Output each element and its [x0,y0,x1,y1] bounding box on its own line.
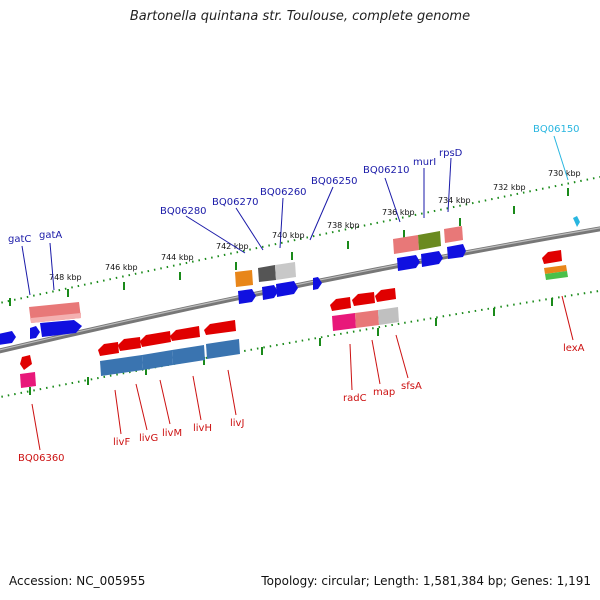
gene-block[interactable] [100,355,143,376]
gene-label: lexA [563,343,585,354]
gene-arrow[interactable] [447,244,466,259]
gene-arrow[interactable] [0,331,16,345]
genome-backbone [0,226,600,354]
gene-label: radC [343,393,367,404]
scale-label: 736 kbp [382,208,415,217]
gene-block[interactable] [235,270,253,287]
lower-leader-lines [31,295,574,451]
scale-label: 730 kbp [548,169,581,178]
gene-arrow[interactable] [573,216,580,227]
gene-arrow[interactable] [313,277,322,290]
gene-label: map [373,387,395,398]
scale-label: 740 kbp [272,231,305,240]
gene-label: sfsA [401,381,422,392]
upper-gene-labels[interactable]: gatC gatA BQ06280 BQ06270 BQ06260 BQ0625… [8,124,580,245]
lower-scale-ticks [29,298,553,395]
scale-label: 744 kbp [161,253,194,262]
gene-label: BQ06360 [18,453,65,464]
gene-label: gatC [8,234,31,245]
scale-label: 748 kbp [49,273,82,282]
gene-arrow[interactable] [40,320,82,337]
gene-arrow[interactable] [20,355,32,370]
scale-labels: 730 kbp 732 kbp 734 kbp 736 kbp 738 kbp … [49,169,581,282]
gene-block[interactable] [355,310,379,328]
scale-label: 738 kbp [327,221,360,230]
gene-label: murI [413,157,436,168]
gene-block[interactable] [31,313,81,323]
gene-arrow[interactable] [397,255,420,271]
lower-scale-track [0,289,600,399]
gene-arrow[interactable] [542,250,562,264]
gene-arrow[interactable] [140,331,171,347]
gene-block[interactable] [142,350,173,370]
accession-text: Accession: NC_005955 [9,574,146,588]
gene-arrow[interactable] [238,289,256,304]
gene-arrow[interactable] [421,251,443,267]
lower-gene-labels[interactable]: BQ06360 livF livG livM livH livJ radC ma… [18,343,585,464]
scale-label: 734 kbp [438,196,471,205]
gene-block[interactable] [418,231,441,250]
gene-block[interactable] [206,339,240,359]
gene-label: livH [193,423,212,434]
gene-label: livM [162,428,182,439]
gene-block[interactable] [172,345,205,365]
lower-gene-blocks[interactable] [20,250,568,388]
gene-block[interactable] [378,307,399,325]
gene-block[interactable] [20,372,36,388]
gene-block[interactable] [393,235,419,254]
gene-label: livG [139,433,158,444]
gene-block[interactable] [332,313,356,331]
gene-block[interactable] [275,262,296,280]
gene-label: BQ06210 [363,165,410,176]
gene-block[interactable] [258,265,276,282]
upper-scale-ticks [9,188,569,306]
gene-arrow[interactable] [352,292,375,306]
scale-label: 732 kbp [493,183,526,192]
gene-label: BQ06270 [212,197,259,208]
gene-arrow[interactable] [276,281,298,297]
gene-arrow[interactable] [30,326,40,339]
gene-block[interactable] [544,265,567,274]
gene-label: BQ06280 [160,206,207,217]
gene-arrow[interactable] [118,337,141,351]
scale-label: 742 kbp [216,242,249,251]
gene-arrow[interactable] [98,342,119,356]
gene-block[interactable] [545,271,568,280]
gene-arrow[interactable] [375,288,396,302]
genome-title: Bartonella quintana str. Toulouse, compl… [129,9,471,24]
upper-gene-blocks[interactable] [0,216,580,345]
upper-leader-lines [21,135,569,296]
gene-label: BQ06250 [311,176,358,187]
gene-label: rpsD [439,148,463,159]
gene-block[interactable] [444,226,463,243]
gene-label: livJ [230,418,244,429]
gene-label: BQ06260 [260,187,307,198]
scale-label: 746 kbp [105,263,138,272]
gene-label: gatA [39,230,62,241]
gene-label-highlight: BQ06150 [533,124,580,135]
topology-text: Topology: circular; Length: 1,581,384 bp… [261,574,591,588]
gene-arrow[interactable] [204,320,236,335]
gene-arrow[interactable] [170,326,200,341]
gene-arrow[interactable] [330,297,351,311]
gene-label: livF [113,437,130,448]
genome-backbone-highlight [0,227,600,351]
gene-arrow[interactable] [262,285,278,300]
